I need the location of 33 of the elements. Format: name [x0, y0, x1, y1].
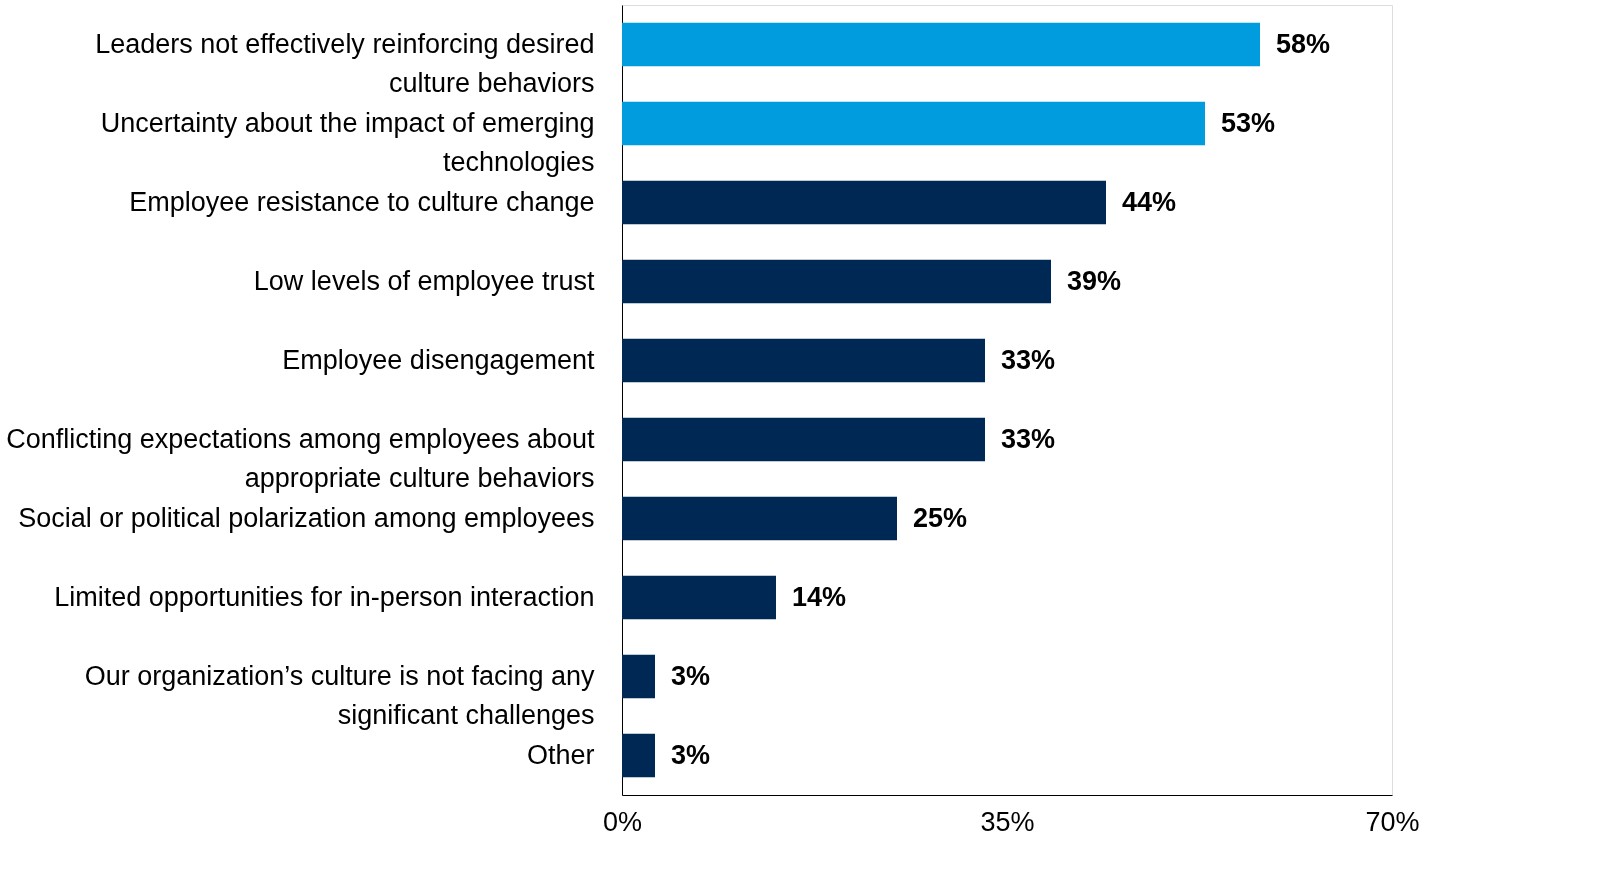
bar: [622, 259, 1051, 304]
x-tick-label: 0%: [602, 806, 643, 837]
data-label: 14%: [792, 581, 847, 612]
data-label: 44%: [1122, 186, 1177, 217]
data-label: 33%: [1001, 423, 1056, 454]
x-tick-label: 70%: [1365, 806, 1420, 837]
data-label: 33%: [1001, 344, 1056, 375]
bar: [622, 22, 1260, 67]
data-label: 25%: [913, 502, 968, 533]
y-tick-label: Employee disengagement: [282, 344, 595, 375]
data-label: 39%: [1067, 265, 1122, 296]
x-tick-label: 35%: [980, 806, 1035, 837]
bar: [622, 733, 655, 778]
data-label: 53%: [1221, 107, 1276, 138]
bar: [622, 496, 897, 541]
data-label: 58%: [1276, 28, 1331, 59]
y-tick-label: Other: [526, 739, 595, 770]
y-tick-label: Leaders not effectively reinforcing desired culture behaviors: [95, 28, 595, 98]
bar: [622, 338, 985, 383]
y-tick-label: Conflicting expectations among employees about appropriate culture behaviors: [6, 423, 595, 493]
data-label: 3%: [671, 660, 711, 691]
bar: [622, 101, 1205, 146]
bar: [622, 575, 776, 620]
y-tick-label: Low levels of employee trust: [253, 265, 595, 296]
y-tick-label: Our organization’s culture is not facing any significant challenges: [84, 660, 595, 730]
data-label: 3%: [671, 739, 711, 770]
y-tick-label: Employee resistance to culture change: [129, 186, 595, 217]
y-tick-label: Social or political polarization among employees: [18, 502, 595, 533]
bar: [622, 654, 655, 699]
y-tick-label: Limited opportunities for in-person interaction: [54, 581, 595, 612]
bar: [622, 180, 1106, 225]
bar: [622, 417, 985, 462]
y-tick-label: Uncertainty about the impact of emerging technologies: [100, 107, 595, 177]
